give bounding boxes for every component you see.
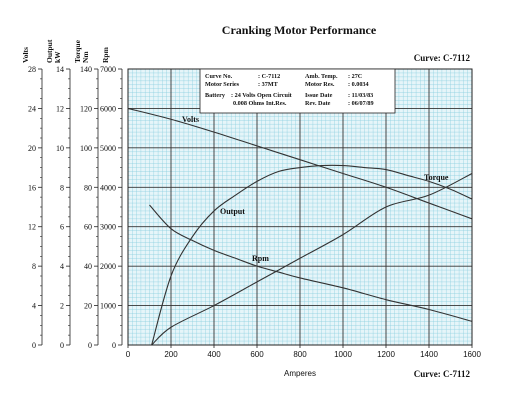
info-value: : C-7112 (258, 73, 280, 80)
y-tick-label-torque: 120 (80, 104, 92, 113)
info-label: Curve No. (205, 73, 233, 80)
annotation-rpm: Rpm (252, 254, 269, 263)
y-tick-label-volts: 16 (28, 183, 36, 192)
series-line-torque (151, 172, 472, 345)
y-tick-label-torque: 140 (80, 65, 92, 74)
x-tick-label: 1200 (377, 350, 395, 359)
x-tick-label: 800 (293, 350, 307, 359)
x-tick-label: 1600 (463, 350, 481, 359)
info-box: Curve No. : C-7112 Amb. Temp. : 27C Moto… (199, 68, 396, 114)
y-tick-label-rpm: 6000 (100, 104, 116, 113)
info-value: : 11/03/83 (348, 92, 373, 99)
y-tick-label-rpm: 7000 (100, 65, 116, 74)
x-tick-label: 400 (207, 350, 221, 359)
y-tick-label-volts: 4 (32, 302, 36, 311)
info-label: Motor Series (205, 81, 240, 88)
y-tick-label-volts: 20 (28, 144, 36, 153)
y-tick-label-output: 10 (56, 144, 64, 153)
info-label: Amb. Temp. (305, 73, 338, 80)
curve-labels: Volts Torque Output Rpm (182, 115, 449, 263)
y-tick-label-rpm: 3000 (100, 223, 116, 232)
y-tick-label-output: 6 (60, 223, 64, 232)
x-tick-label: 200 (164, 350, 178, 359)
y-axis-label-torque: TorqueNm (73, 39, 90, 63)
y-tick-label-torque: 60 (84, 223, 92, 232)
y-axes: 0481216202428Volts02468101214OutputkW020… (21, 39, 123, 350)
annotation-output: Output (220, 207, 245, 216)
info-value: : 06/07/89 (348, 100, 374, 107)
y-tick-label-output: 8 (60, 183, 64, 192)
info-value: : 24 Volts Open Circuit (231, 92, 293, 99)
y-tick-label-volts: 0 (32, 341, 36, 350)
info-label: Battery (205, 92, 226, 99)
info-value: : 27C (348, 73, 362, 80)
y-axis-label-output: OutputkW (45, 39, 62, 63)
info-value: : 37MT (258, 81, 279, 88)
x-axis-label: Amperes (284, 369, 316, 378)
y-axis-label-rpm: Rpm (101, 46, 110, 63)
x-tick-label: 1400 (420, 350, 438, 359)
curve-label-top: Curve: C-7112 (414, 53, 471, 63)
y-tick-label-torque: 80 (84, 183, 92, 192)
curve-label-bottom: Curve: C-7112 (414, 369, 471, 379)
x-tick-label: 600 (250, 350, 264, 359)
y-tick-label-output: 4 (60, 262, 64, 271)
y-tick-label-torque: 100 (80, 144, 92, 153)
x-axis: 0 200 400 600 800 1000 1200 1400 1600 (126, 345, 481, 359)
y-tick-label-volts: 24 (28, 104, 36, 113)
info-value: : 0.0034 (348, 81, 369, 88)
y-tick-label-output: 2 (60, 302, 64, 311)
y-tick-label-rpm: 0 (112, 341, 116, 350)
y-tick-label-output: 14 (56, 65, 64, 74)
annotation-volts: Volts (182, 115, 199, 124)
y-tick-label-rpm: 1000 (100, 302, 116, 311)
info-label: Motor Res. (305, 81, 335, 88)
info-value: 0.008 Ohms Int.Res. (233, 100, 287, 107)
y-tick-label-rpm: 2000 (100, 262, 116, 271)
info-label: Issue Date (305, 92, 333, 99)
y-tick-label-volts: 28 (28, 65, 36, 74)
y-axis-label-volts: Volts (21, 47, 30, 63)
y-tick-label-rpm: 5000 (100, 144, 116, 153)
y-tick-label-torque: 0 (88, 341, 92, 350)
y-tick-label-volts: 8 (32, 262, 36, 271)
series-line-rpm (149, 204, 472, 322)
y-tick-label-volts: 12 (28, 223, 36, 232)
y-tick-label-output: 12 (56, 104, 64, 113)
x-tick-label: 1000 (334, 350, 352, 359)
info-label: Rev. Date (305, 100, 331, 107)
chart-title: Cranking Motor Performance (222, 23, 377, 37)
y-tick-label-torque: 20 (84, 302, 92, 311)
y-tick-label-output: 0 (60, 341, 64, 350)
y-tick-label-torque: 40 (84, 262, 92, 271)
y-tick-label-rpm: 4000 (100, 183, 116, 192)
series-line-output (151, 164, 472, 345)
annotation-torque: Torque (424, 173, 449, 182)
x-tick-label: 0 (126, 350, 131, 359)
series-layer (128, 107, 472, 345)
